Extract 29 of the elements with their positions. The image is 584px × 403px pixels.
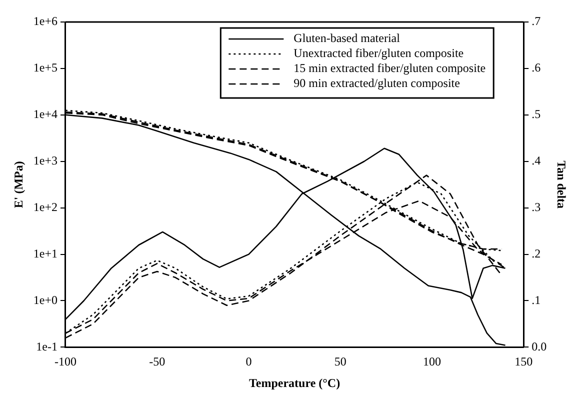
y2-tick-label: .4 bbox=[532, 154, 541, 168]
y-tick-label: 1e+5 bbox=[33, 60, 58, 75]
y2-tick-label: .1 bbox=[532, 292, 541, 307]
y-tick-label: 1e+0 bbox=[33, 292, 58, 307]
x-axis-title: Temperature (°C) bbox=[248, 376, 340, 390]
y2-tick-label: .6 bbox=[532, 60, 541, 75]
y-tick-label: 1e+1 bbox=[33, 246, 58, 260]
legend-label: 90 min extracted/gluten composite bbox=[294, 76, 460, 90]
x-tick-label: 50 bbox=[334, 354, 346, 369]
y-tick-label: 1e+3 bbox=[33, 154, 58, 168]
y2-tick-label: .7 bbox=[532, 14, 541, 28]
y2-axis-title: Tan delta bbox=[554, 160, 569, 209]
x-tick-label: -100 bbox=[54, 354, 76, 369]
y-axis-title: E' (MPa) bbox=[11, 161, 26, 208]
legend-label: Unextracted fiber/gluten composite bbox=[294, 46, 464, 60]
y-tick-label: 1e+6 bbox=[33, 14, 58, 28]
y2-tick-label: 0.0 bbox=[532, 339, 547, 354]
y2-tick-label: .5 bbox=[532, 107, 541, 122]
legend-label: 15 min extracted fiber/gluten composite bbox=[294, 61, 486, 76]
y-tick-label: 1e+4 bbox=[33, 107, 58, 122]
x-tick-label: 0 bbox=[246, 354, 252, 369]
x-tick-label: 150 bbox=[514, 354, 533, 369]
x-tick-label: -50 bbox=[149, 354, 166, 369]
y2-tick-label: .3 bbox=[532, 200, 541, 214]
y-tick-label: 1e+2 bbox=[33, 200, 58, 214]
y2-tick-label: .2 bbox=[532, 246, 541, 260]
y-tick-label: 1e-1 bbox=[36, 339, 58, 354]
legend-label: Gluten-based material bbox=[294, 31, 401, 46]
x-tick-label: 100 bbox=[422, 354, 441, 369]
